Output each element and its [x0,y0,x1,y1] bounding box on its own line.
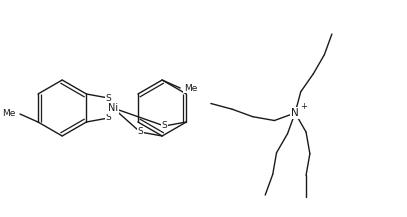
Text: S: S [105,113,111,122]
Text: S: S [137,127,143,136]
Text: Ni: Ni [108,103,118,113]
Text: +: + [301,102,308,110]
Text: Me: Me [184,84,197,92]
Text: N: N [291,108,299,118]
Text: S: S [162,122,167,130]
Text: S: S [105,94,111,102]
Text: Me: Me [2,110,16,118]
